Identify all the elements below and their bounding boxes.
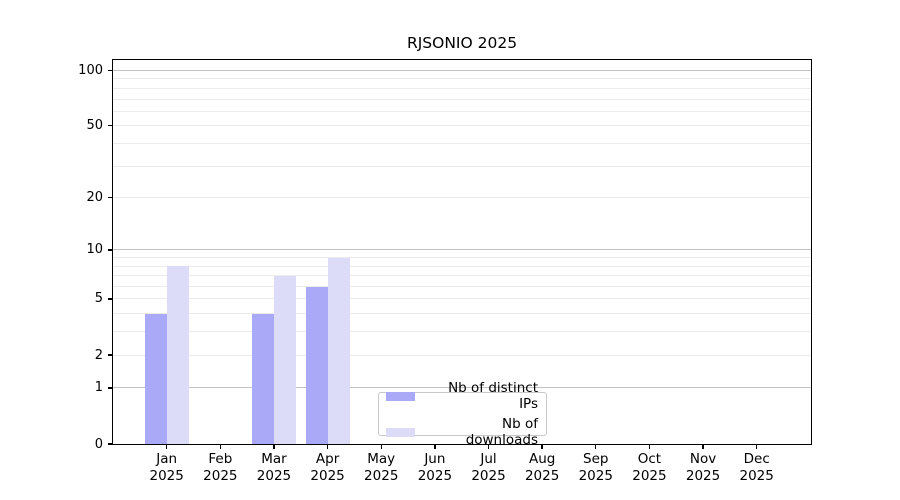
x-tick-label: Apr 2025 <box>310 451 345 484</box>
legend-row-downloads: Nb of downloads <box>386 416 538 448</box>
bar-downloads <box>273 275 296 444</box>
x-tick-label: Mar 2025 <box>256 451 292 484</box>
x-tick-label: Sep 2025 <box>578 451 613 484</box>
bar-distinct-ips <box>251 313 274 444</box>
legend-row-distinct-ips: Nb of distinct IPs <box>386 380 538 412</box>
gridline-minor <box>113 197 811 199</box>
y-tick-mark <box>108 443 113 445</box>
chart-title: RJSONIO 2025 <box>406 34 518 52</box>
gridline-minor <box>113 98 811 100</box>
x-tick-mark <box>380 444 382 449</box>
y-tick-label: 2 <box>94 347 103 363</box>
x-tick-label: Feb 2025 <box>203 451 238 484</box>
x-tick-mark <box>648 444 651 449</box>
gridline-minor <box>113 142 811 144</box>
x-tick-mark <box>595 444 597 449</box>
y-tick-label: 0 <box>94 436 103 452</box>
y-tick-mark <box>108 69 113 72</box>
x-tick-mark <box>166 444 168 449</box>
gridline-minor <box>113 78 811 80</box>
y-tick-label: 100 <box>78 63 103 78</box>
x-tick-label: Jan 2025 <box>149 451 184 484</box>
legend-label-distinct-ips: Nb of distinct IPs <box>448 380 538 412</box>
gridline-minor <box>113 165 811 167</box>
gridline-minor <box>113 298 811 300</box>
legend-swatch-downloads <box>386 427 415 437</box>
gridline-minor <box>113 265 811 267</box>
plot-area: 0 1 2 5 10 20 50 100 Jan 2025 Feb 2025 Mar 2025 Apr… <box>78 60 811 484</box>
x-tick-mark <box>326 444 329 449</box>
y-tick-mark <box>108 387 113 389</box>
bar-downloads <box>166 266 189 444</box>
y-tick-label: 5 <box>94 291 103 307</box>
gridline-minor <box>113 87 811 89</box>
gridline-minor <box>113 125 811 127</box>
x-tick-label: Nov 2025 <box>685 451 721 484</box>
legend: Nb of distinct IPs Nb of downloads <box>378 380 547 448</box>
x-tick-label: Jul 2025 <box>471 451 506 484</box>
bar-downloads <box>327 257 350 444</box>
gridline-major <box>113 387 811 389</box>
gridline-minor <box>113 286 811 288</box>
x-tick-label: Oct 2025 <box>632 451 667 484</box>
bar-distinct-ips <box>144 313 167 444</box>
y-tick-mark <box>108 249 113 251</box>
gridline-minor <box>113 331 811 333</box>
gridline-minor <box>113 110 811 112</box>
legend-label-downloads: Nb of downloads <box>465 416 538 448</box>
gridline-major <box>113 249 811 251</box>
y-tick-mark <box>108 354 113 356</box>
gridline-minor <box>113 275 811 277</box>
gridline-major <box>113 70 811 71</box>
y-tick-mark <box>108 298 113 300</box>
x-tick-label: May 2025 <box>364 451 399 484</box>
x-tick-mark <box>755 444 758 449</box>
y-tick-mark <box>108 125 113 127</box>
legend-swatch-distinct-ips <box>386 391 415 401</box>
x-tick-mark <box>434 444 436 449</box>
x-tick-label: Aug 2025 <box>524 451 560 484</box>
y-tick-label: 10 <box>86 242 103 258</box>
x-tick-mark <box>541 444 543 449</box>
gridline-minor <box>113 257 811 259</box>
y-tick-label: 1 <box>94 380 103 396</box>
gridline-minor <box>113 354 811 356</box>
x-tick-label: Jun 2025 <box>417 451 453 484</box>
y-tick-mark <box>108 196 113 199</box>
y-tick-label: 50 <box>86 118 103 134</box>
gridline-minor <box>113 313 811 315</box>
bar-distinct-ips <box>305 286 328 444</box>
y-tick-label: 20 <box>86 190 103 206</box>
x-tick-mark <box>702 444 704 449</box>
x-tick-mark <box>487 444 490 449</box>
x-tick-label: Dec 2025 <box>739 451 774 484</box>
x-tick-mark <box>219 444 222 449</box>
x-tick-mark <box>273 444 275 449</box>
